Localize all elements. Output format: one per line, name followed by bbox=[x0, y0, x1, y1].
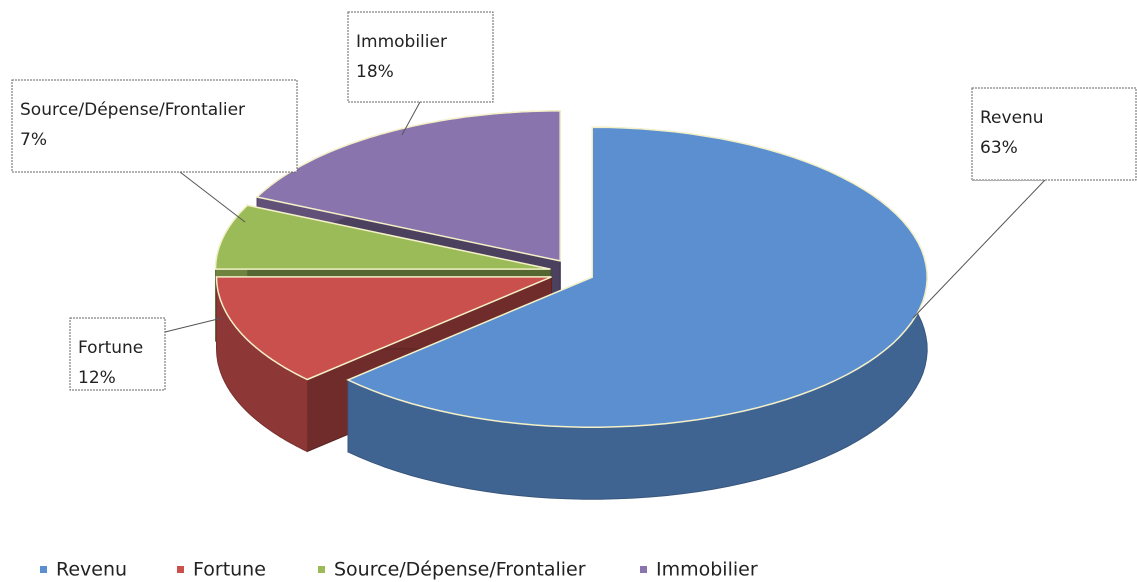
leader-line bbox=[179, 171, 246, 223]
legend-marker bbox=[640, 566, 647, 573]
legend-marker bbox=[318, 566, 325, 573]
legend-label: Fortune bbox=[193, 559, 266, 581]
legend-marker bbox=[177, 566, 184, 573]
slice-label-name: Source/Dépense/Frontalier bbox=[20, 100, 245, 120]
leader-line bbox=[401, 101, 421, 136]
legend-label: Source/Dépense/Frontalier bbox=[334, 559, 586, 581]
label-box bbox=[347, 11, 494, 103]
slice-group bbox=[346, 126, 928, 500]
slice-label-value: 12% bbox=[78, 368, 116, 388]
slice bbox=[255, 110, 561, 262]
slice-label-name: Immobilier bbox=[356, 32, 447, 52]
legend-label: Revenu bbox=[56, 559, 127, 581]
slice-label-value: 7% bbox=[20, 130, 47, 150]
label-box bbox=[69, 317, 166, 391]
slice bbox=[214, 204, 551, 270]
slice bbox=[215, 276, 552, 381]
slice-label-name: Fortune bbox=[78, 338, 143, 358]
leader-line bbox=[912, 179, 1047, 319]
legend-marker bbox=[40, 566, 47, 573]
label-box bbox=[971, 87, 1137, 181]
legend-label: Immobilier bbox=[656, 559, 758, 581]
slice-label-name: Revenu bbox=[980, 108, 1044, 128]
leader-line bbox=[164, 317, 223, 333]
slice-label-value: 63% bbox=[980, 138, 1018, 158]
slice-label-value: 18% bbox=[356, 62, 394, 82]
slice bbox=[346, 126, 928, 428]
label-box bbox=[11, 79, 298, 173]
